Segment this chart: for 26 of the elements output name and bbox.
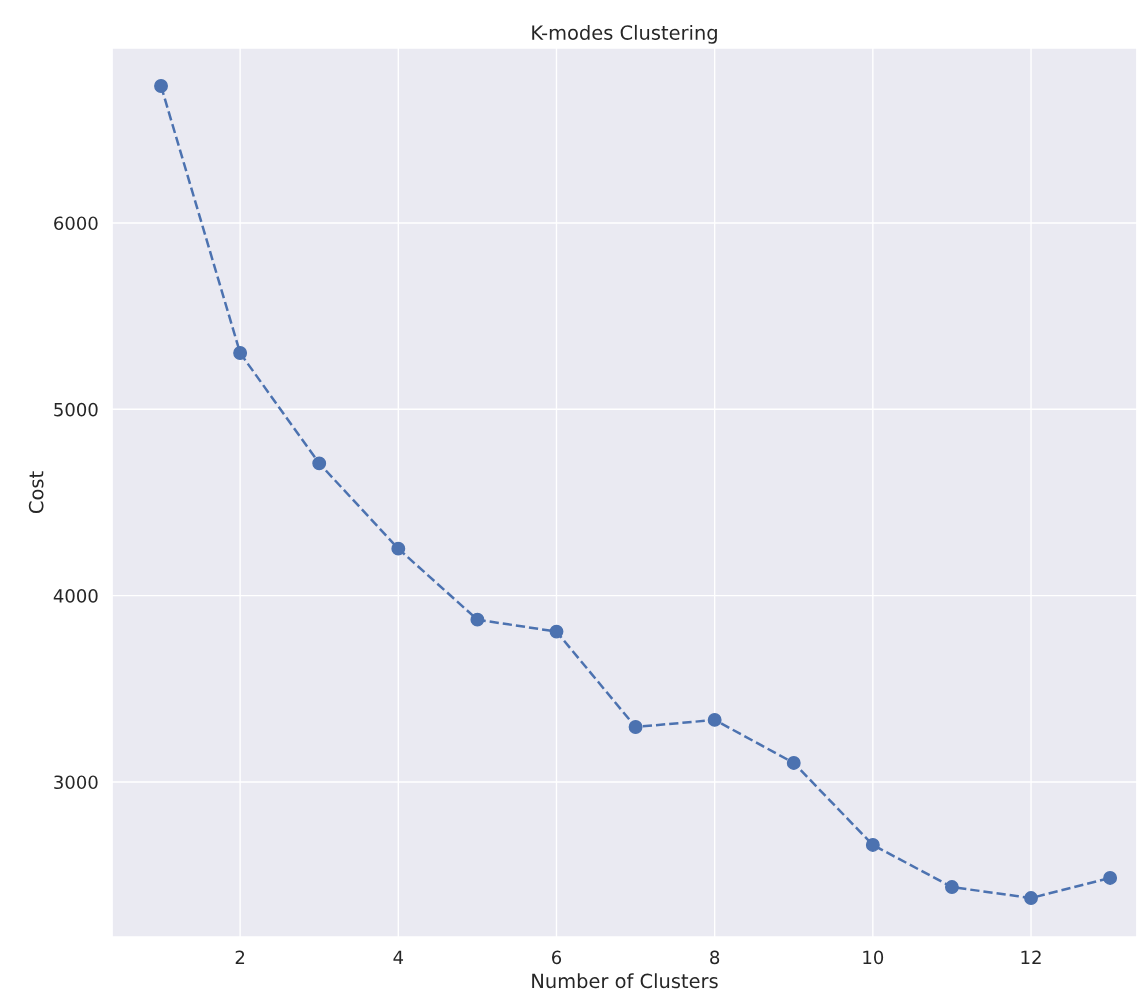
point [944, 880, 959, 895]
point [154, 79, 168, 93]
point [549, 624, 564, 639]
point [1103, 870, 1118, 885]
x-tick-label: 10 [863, 950, 884, 965]
point [312, 456, 327, 471]
x-tick-label: 2 [235, 950, 245, 964]
x-axis-title: Number of Clusters [532, 973, 718, 989]
x-tick-label: 8 [710, 950, 720, 965]
point [865, 838, 880, 852]
point [391, 541, 406, 556]
point [470, 612, 485, 627]
y-tick-label: 3000 [54, 775, 98, 790]
y-tick-label: 6000 [54, 216, 98, 231]
chart-title: K-modes Clustering [532, 24, 717, 44]
point [786, 756, 801, 770]
point [628, 720, 643, 734]
x-tick-label: 4 [393, 950, 404, 964]
point [707, 712, 722, 727]
x-tick-label: 6 [552, 950, 562, 965]
y-tick-label: 4000 [53, 589, 98, 603]
y-axis-title: Cost [28, 471, 44, 514]
point [1024, 891, 1038, 906]
y-tick-label: 5000 [54, 402, 98, 417]
point [233, 346, 248, 360]
x-tick-label: 12 [1021, 950, 1041, 964]
